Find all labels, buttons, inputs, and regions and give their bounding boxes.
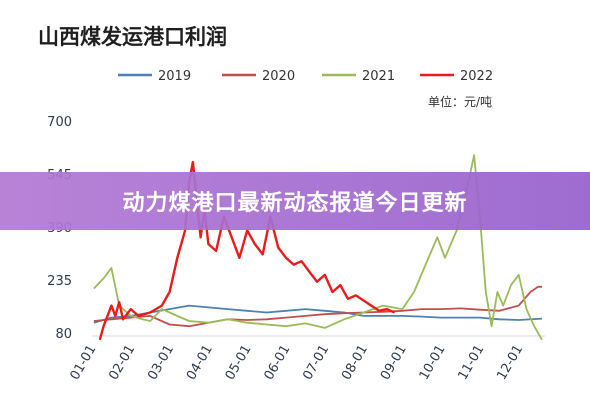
legend-label-2022: 2022 [460, 69, 493, 84]
x-tick-label: 07-01 [300, 343, 332, 383]
series-line-2021 [93, 154, 543, 341]
legend-label-2020: 2020 [262, 69, 295, 84]
x-tick-label: 04-01 [184, 343, 216, 383]
x-tick-label: 10-01 [417, 343, 449, 383]
series-line-2019 [93, 304, 543, 324]
chart-title: 山西煤发运港口利润 [38, 25, 227, 49]
series-layer [93, 154, 543, 341]
series-line-2022 [98, 160, 396, 341]
x-axis-ticks: 01-01 02-01 03-01 04-01 05-01 06-01 07-01 08-01… [68, 343, 527, 383]
x-tick-label: 08-01 [339, 343, 371, 383]
x-tick-label: 06-01 [262, 343, 294, 383]
x-tick-label: 11-01 [456, 343, 488, 383]
y-tick-label: 80 [55, 327, 72, 342]
x-tick-label: 01-01 [68, 343, 100, 383]
legend-label-2021: 2021 [362, 69, 395, 84]
legend-label-2019: 2019 [158, 69, 191, 84]
y-tick-label: 235 [47, 274, 72, 289]
x-tick-label: 03-01 [145, 343, 177, 383]
unit-label: 单位：元/吨 [428, 94, 492, 109]
x-tick-label: 05-01 [223, 343, 255, 383]
legend: 2019 2020 2021 2022 [118, 69, 493, 84]
promo-banner[interactable]: 动力煤港口最新动态报道今日更新 [0, 172, 590, 230]
banner-text: 动力煤港口最新动态报道今日更新 [122, 191, 468, 216]
x-tick-label: 12-01 [494, 343, 526, 383]
x-tick-label: 09-01 [378, 343, 410, 383]
y-tick-label: 700 [47, 115, 72, 130]
x-tick-label: 02-01 [106, 343, 138, 383]
series-line-2020 [93, 285, 542, 328]
